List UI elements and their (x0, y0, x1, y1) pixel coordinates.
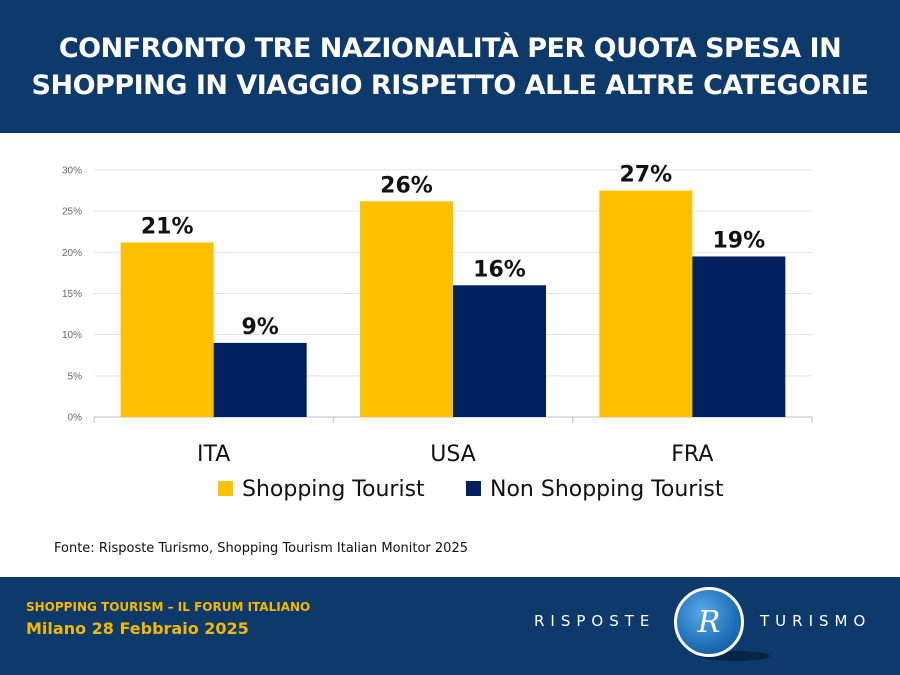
y-tick-label: 10% (62, 330, 82, 341)
x-tick-label: ITA (197, 442, 230, 467)
bar (453, 285, 546, 417)
bar (692, 256, 786, 417)
data-label: 26% (380, 173, 433, 198)
footer-bar: SHOPPING TOURISM – IL FORUM ITALIANO Mil… (0, 577, 900, 675)
data-label: 19% (712, 228, 765, 253)
data-label: 21% (141, 214, 194, 239)
x-tick-label: USA (430, 442, 476, 467)
logo-shadow (700, 651, 770, 661)
brand-word-right: TURISMO (760, 612, 872, 630)
legend-label: Shopping Tourist (242, 477, 425, 502)
bar (120, 242, 214, 417)
y-tick-label: 15% (62, 289, 82, 300)
y-tick-label: 20% (62, 248, 82, 259)
data-label: 9% (241, 315, 278, 340)
risposte-turismo-logo-icon: R (674, 587, 744, 657)
bar (599, 190, 693, 417)
x-tick-label: FRA (671, 442, 713, 467)
y-tick-label: 0% (68, 413, 83, 424)
y-tick-label: 30% (62, 166, 82, 177)
data-label: 16% (473, 257, 526, 282)
event-date: Milano 28 Febbraio 2025 (26, 619, 249, 638)
logo-letter: R (697, 604, 721, 640)
source-note: Fonte: Risposte Turismo, Shopping Touris… (54, 541, 468, 556)
y-tick-label: 5% (68, 371, 83, 382)
bar (213, 342, 307, 417)
chart-area: 0% 5% 10% 15% 20% 25% 30% 21% 9% ITA 26% 16% USA 27% 1… (0, 133, 900, 543)
title-line-2: SHOPPING IN VIAGGIO RISPETTO ALLE ALTRE … (31, 69, 869, 101)
header-bar: CONFRONTO TRE NAZIONALITÀ PER QUOTA SPES… (0, 0, 900, 133)
legend-swatch (466, 481, 481, 496)
data-label: 27% (619, 163, 672, 188)
y-tick-label: 25% (62, 207, 82, 218)
bar-chart: 0% 5% 10% 15% 20% 25% 30% 21% 9% ITA 26% 16% USA 27% 1… (62, 163, 813, 502)
legend-label: Non Shopping Tourist (490, 477, 724, 502)
bar (360, 201, 453, 417)
legend-swatch (218, 481, 233, 496)
brand-word-left: RISPOSTE (534, 612, 656, 630)
page-title: CONFRONTO TRE NAZIONALITÀ PER QUOTA SPES… (32, 30, 869, 104)
title-line-1: CONFRONTO TRE NAZIONALITÀ PER QUOTA SPES… (58, 32, 842, 64)
event-name: SHOPPING TOURISM – IL FORUM ITALIANO (26, 600, 311, 614)
